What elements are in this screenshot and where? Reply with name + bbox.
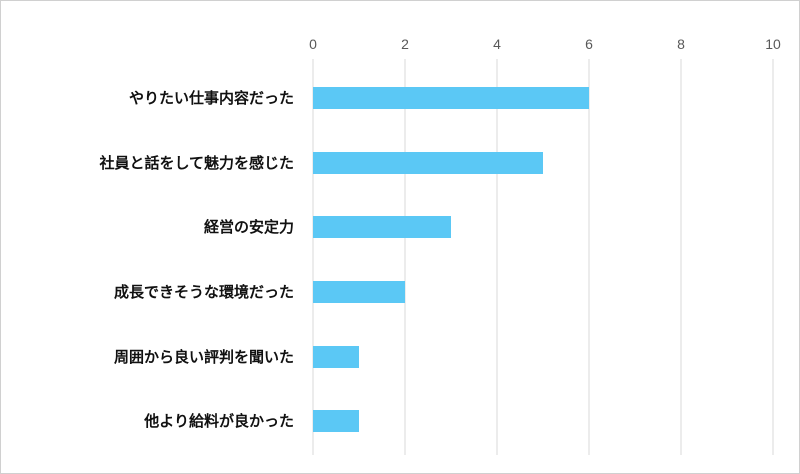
category-label-5: 周囲から良い評判を聞いた: [114, 348, 294, 366]
x-tick-label-10: 10: [765, 36, 781, 52]
bar-4: [313, 281, 405, 303]
x-tick-label-0: 0: [309, 36, 317, 52]
x-axis-tick-labels: 0 2 4 6 8 10: [309, 36, 781, 52]
gridlines: [312, 59, 774, 455]
category-label-4: 成長できそうな環境だった: [114, 283, 294, 301]
category-labels: やりたい仕事内容だった社員と話をして魅力を感じた経営の安定力成長できそうな環境だ…: [98, 89, 294, 430]
category-label-1: やりたい仕事内容だった: [129, 89, 294, 107]
category-label-3: 経営の安定力: [204, 218, 294, 236]
bar-2: [313, 152, 543, 174]
bar-5: [313, 346, 359, 368]
bar-1: [313, 87, 589, 109]
category-label-6: 他より給料が良かった: [143, 412, 294, 430]
bar-3: [313, 216, 451, 238]
bars: [313, 87, 589, 432]
category-label-2: 社員と話をして魅力を感じた: [98, 154, 294, 172]
x-tick-label-2: 2: [401, 36, 409, 52]
x-tick-label-6: 6: [585, 36, 593, 52]
bar-6: [313, 410, 359, 432]
x-tick-label-4: 4: [493, 36, 501, 52]
x-tick-label-8: 8: [677, 36, 685, 52]
